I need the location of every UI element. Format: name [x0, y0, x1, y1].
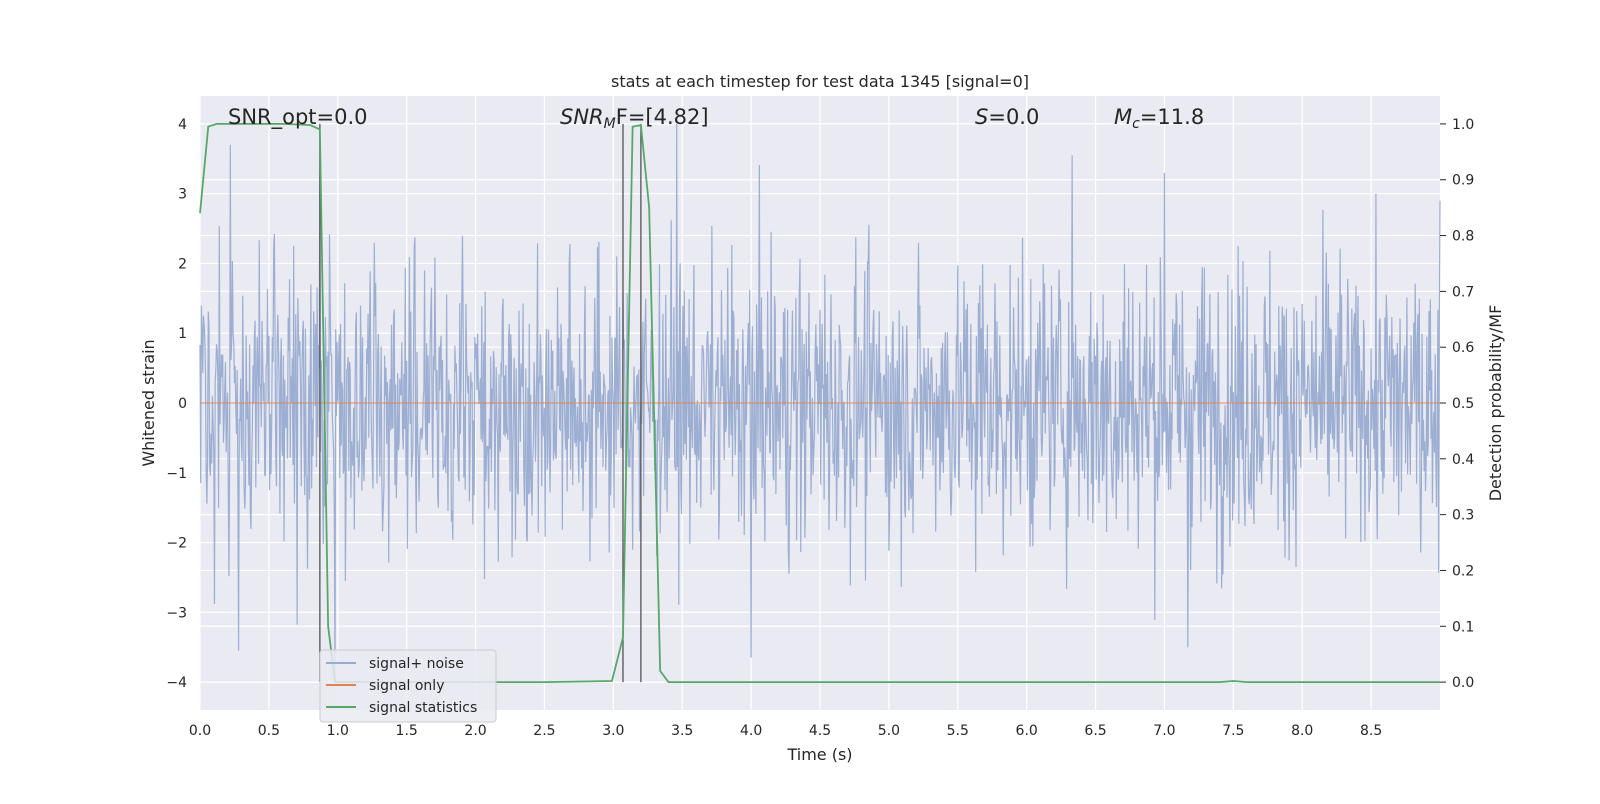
signal-plus-noise-line — [199, 123, 1441, 683]
x-tick-label: 1.0 — [327, 723, 349, 739]
y-left-tick-label: −3 — [166, 605, 187, 621]
y-right-tick-label: 0.3 — [1452, 508, 1474, 524]
annotation-snr-mf: SNRMF=[4.82] — [560, 105, 709, 132]
y-right-tick-label: 0.7 — [1452, 284, 1474, 300]
y-right-tick-label: 0.1 — [1452, 619, 1474, 635]
x-tick-label: 5.5 — [947, 723, 969, 739]
x-tick-label: 8.5 — [1360, 723, 1382, 739]
x-tick-label: 0.5 — [258, 723, 280, 739]
annotation-s: S=0.0 — [975, 105, 1039, 129]
y-left-tick-label: 1 — [178, 326, 187, 342]
y-left-tick-label: −4 — [166, 675, 187, 691]
x-tick-label: 7.0 — [1153, 723, 1175, 739]
x-tick-label: 7.5 — [1222, 723, 1244, 739]
x-tick-label: 0.0 — [189, 723, 211, 739]
y-right-tick-label: 1.0 — [1452, 117, 1474, 133]
annotation-mc: Mc=11.8 — [1114, 105, 1204, 132]
annotation-snr-opt: SNR_opt=0.0 — [228, 105, 368, 130]
legend-box — [319, 649, 497, 723]
x-tick-label: 3.0 — [602, 723, 624, 739]
x-tick-label: 6.0 — [1016, 723, 1038, 739]
y-right-tick-label: 0.6 — [1452, 340, 1474, 356]
series-signal-plus-noise — [199, 123, 1441, 683]
y-left-tick-label: 0 — [178, 396, 187, 412]
y-right-tick-label: 0.8 — [1452, 229, 1474, 245]
vertical-markers — [319, 123, 642, 683]
x-tick-label: 3.5 — [671, 723, 693, 739]
y-right-tick-label: 0.4 — [1452, 452, 1474, 468]
legend-label-signal-only: signal only — [369, 678, 444, 694]
legend: signal+ noise signal only signal statist… — [319, 649, 497, 723]
y-right-tick-label: 0.9 — [1452, 173, 1474, 189]
x-tick-label: 5.0 — [878, 723, 900, 739]
x-tick-label: 2.5 — [533, 723, 555, 739]
y-axis-label-right: Detection probability/MF — [1486, 305, 1505, 502]
y-left-tick-label: −1 — [166, 466, 187, 482]
y-right-tick-label: 0.0 — [1452, 675, 1474, 691]
y-left-tick-label: 4 — [178, 117, 187, 133]
y-right-tick-label: 0.5 — [1452, 396, 1474, 412]
axis-ticks: 0.0 0.5 1.0 1.5 2.0 2.5 3.0 3.5 4.0 4.5 5.0 5.5 6.0 6… — [166, 117, 1474, 739]
y-left-tick-label: 2 — [178, 256, 187, 272]
y-left-tick-label: −2 — [166, 536, 187, 552]
x-tick-label: 2.0 — [464, 723, 486, 739]
y-axis-label-left: Whitened strain — [139, 339, 158, 466]
y-left-tick-label: 3 — [178, 187, 187, 203]
x-tick-label: 4.0 — [740, 723, 762, 739]
x-tick-label: 6.5 — [1084, 723, 1106, 739]
x-tick-label: 4.5 — [809, 723, 831, 739]
x-axis-label: Time (s) — [786, 745, 852, 764]
x-tick-label: 1.5 — [396, 723, 418, 739]
x-tick-label: 8.0 — [1291, 723, 1313, 739]
chart-title: stats at each timestep for test data 134… — [611, 72, 1029, 91]
legend-label-signal-statistics: signal statistics — [369, 700, 477, 716]
y-right-tick-label: 0.2 — [1452, 563, 1474, 579]
legend-label-signal-plus-noise: signal+ noise — [369, 656, 464, 672]
series-signal-statistics — [199, 123, 1440, 683]
signal-statistics-line — [199, 123, 1440, 683]
